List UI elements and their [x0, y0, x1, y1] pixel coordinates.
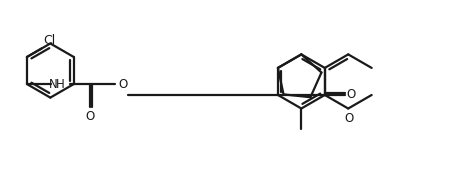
- Text: H: H: [56, 78, 65, 91]
- Text: O: O: [86, 110, 95, 123]
- Text: O: O: [344, 112, 354, 125]
- Text: Cl: Cl: [44, 34, 56, 47]
- Text: O: O: [347, 89, 356, 102]
- Text: O: O: [118, 78, 127, 91]
- Text: N: N: [49, 78, 58, 91]
